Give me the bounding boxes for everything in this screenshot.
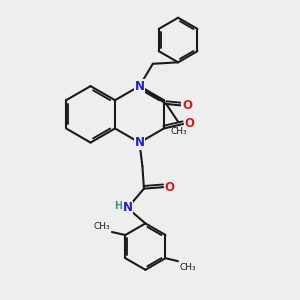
- Text: N: N: [134, 136, 145, 149]
- Text: H: H: [114, 202, 122, 212]
- Text: CH₃: CH₃: [171, 127, 187, 136]
- Text: N: N: [123, 202, 133, 214]
- Text: O: O: [185, 118, 195, 130]
- Text: O: O: [182, 99, 192, 112]
- Text: CH₃: CH₃: [179, 262, 196, 272]
- Text: CH₃: CH₃: [94, 221, 110, 230]
- Text: O: O: [165, 181, 175, 194]
- Text: N: N: [134, 80, 145, 93]
